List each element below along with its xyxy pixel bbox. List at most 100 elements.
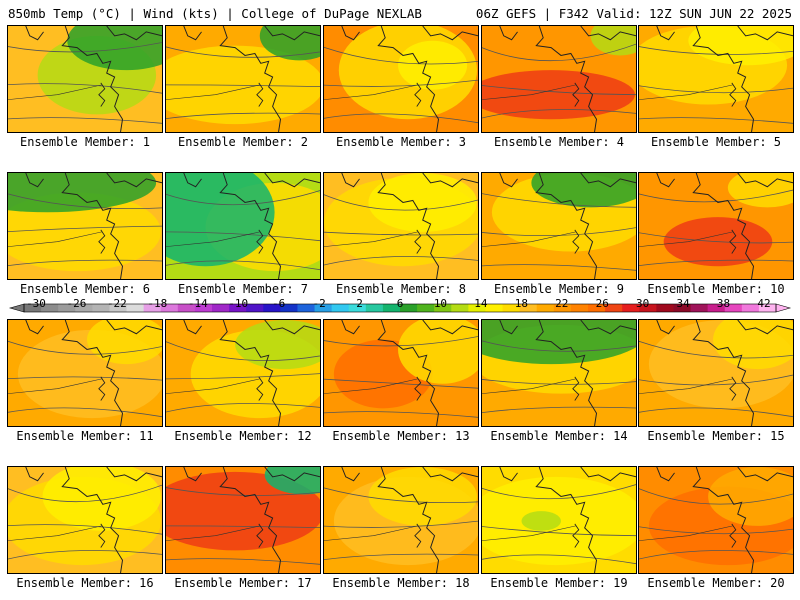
colorbar-tick-label: -30 xyxy=(26,297,46,310)
colorbar-segment xyxy=(536,304,555,312)
ensemble-member-map-20 xyxy=(638,466,794,574)
temperature-region xyxy=(8,192,161,272)
coastline xyxy=(737,320,793,335)
colorbar-segment xyxy=(263,304,281,312)
lake-outline xyxy=(656,173,675,188)
temperature-region xyxy=(368,173,478,232)
height-contour xyxy=(482,43,636,61)
colorbar-segment xyxy=(588,304,606,312)
height-contour xyxy=(324,194,478,211)
coastline xyxy=(61,173,124,279)
lake-outline xyxy=(183,320,202,335)
height-contour xyxy=(8,340,162,355)
colorbar-segment xyxy=(519,304,538,312)
coastline xyxy=(580,320,636,335)
ensemble-member-map-2 xyxy=(165,25,321,133)
coastline xyxy=(692,320,755,426)
bay-outline xyxy=(256,376,264,401)
bay-outline xyxy=(729,229,737,254)
colorbar-tick-label: -10 xyxy=(228,297,249,310)
ensemble-member-label: Ensemble Member: 1 xyxy=(19,135,151,149)
height-contour xyxy=(166,341,320,361)
ensemble-member-map-15 xyxy=(638,319,794,427)
height-contour xyxy=(324,520,478,528)
colorbar-segment xyxy=(468,304,486,312)
state-border xyxy=(639,231,733,247)
bay-outline xyxy=(572,82,580,107)
height-contour xyxy=(8,117,162,124)
coastline xyxy=(737,173,793,188)
height-contour xyxy=(166,190,320,206)
colorbar-segment xyxy=(622,304,640,312)
colorbar-segment xyxy=(331,304,350,312)
height-contour xyxy=(639,550,793,560)
temperature-region xyxy=(708,467,793,526)
lake-outline xyxy=(656,320,675,335)
state-border xyxy=(324,84,418,100)
colorbar-segment xyxy=(229,304,247,312)
height-contour xyxy=(8,407,162,418)
colorbar-segment xyxy=(639,304,657,312)
lake-outline xyxy=(499,320,518,335)
height-contour xyxy=(639,407,793,418)
coastline xyxy=(219,173,282,279)
bay-outline xyxy=(414,376,422,401)
colorbar-segment xyxy=(400,304,418,312)
temperature-region xyxy=(482,70,635,120)
height-contour xyxy=(482,554,636,565)
height-contour xyxy=(8,83,162,94)
colorbar-border xyxy=(23,303,777,313)
state-border xyxy=(166,378,260,394)
colorbar-segment xyxy=(297,304,316,312)
height-contour xyxy=(166,558,320,565)
state-border xyxy=(8,525,102,541)
lake-outline xyxy=(499,173,518,188)
height-contour xyxy=(639,488,793,505)
state-border xyxy=(482,525,576,541)
colorbar-segment xyxy=(451,304,469,312)
coastline xyxy=(737,467,793,482)
ensemble-member-label: Ensemble Member: 3 xyxy=(335,135,467,149)
lake-outline xyxy=(25,320,44,335)
state-border xyxy=(639,378,733,394)
ensemble-member-label: Ensemble Member: 20 xyxy=(647,576,785,590)
colorbar-tick-label: 38 xyxy=(716,297,731,310)
height-contour xyxy=(482,379,636,385)
height-contour xyxy=(166,84,320,88)
ensemble-member-label: Ensemble Member: 9 xyxy=(493,282,625,296)
bay-outline xyxy=(98,523,106,548)
temperature-region xyxy=(482,320,636,365)
coastline xyxy=(219,26,282,132)
ensemble-member-map-6 xyxy=(7,172,163,280)
bay-outline xyxy=(572,229,580,254)
height-contour xyxy=(166,46,320,58)
temperature-region xyxy=(8,173,157,213)
colorbar-min-arrow xyxy=(8,303,25,313)
height-contour xyxy=(166,373,320,380)
coastline xyxy=(106,26,162,41)
colorbar-segment xyxy=(365,304,384,312)
colorbar-tick-label: 14 xyxy=(474,297,488,310)
coastline xyxy=(422,467,478,482)
ensemble-member-map-9 xyxy=(481,172,637,280)
bay-outline xyxy=(98,82,106,107)
colorbar-tick-label: 42 xyxy=(757,297,771,310)
height-contour xyxy=(8,376,162,381)
coastline xyxy=(377,320,440,426)
coastline xyxy=(377,26,440,132)
bay-outline xyxy=(256,229,264,254)
ensemble-member-label: Ensemble Member: 6 xyxy=(19,282,151,296)
lake-outline xyxy=(341,320,360,335)
temperature-region xyxy=(67,26,162,71)
height-contour xyxy=(639,340,793,359)
state-border xyxy=(324,525,418,541)
height-contour xyxy=(8,550,162,560)
height-contour xyxy=(482,264,636,271)
height-contour xyxy=(639,46,793,55)
colorbar-segment xyxy=(126,304,145,312)
colorbar-segment xyxy=(382,304,401,312)
height-contour xyxy=(166,260,320,271)
ensemble-member-label: Ensemble Member: 11 xyxy=(16,429,154,443)
coastline xyxy=(61,26,124,132)
height-contour xyxy=(8,225,162,233)
